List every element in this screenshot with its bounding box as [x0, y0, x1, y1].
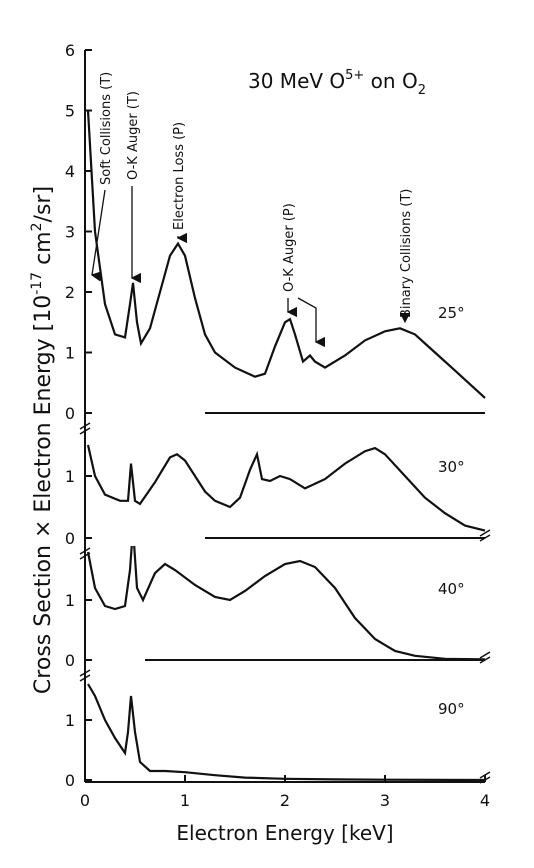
annotation: Soft Collisions (T) [99, 72, 114, 185]
arrow [297, 297, 326, 348]
axis-break [479, 651, 491, 664]
line-series [86, 110, 486, 399]
y-tick-label: 1 [65, 467, 75, 486]
annotations: Soft Collisions (T) O-K Auger (T) Electr… [90, 72, 414, 348]
arrow [90, 189, 106, 282]
x-tick-label: 1 [180, 791, 190, 810]
y-tick-label: 3 [65, 223, 75, 242]
x-axis-title: Electron Energy [keV] [176, 821, 393, 845]
y-tick-label: 2 [65, 283, 75, 302]
y-axis-title: Cross Section × Electron Energy [10-17 c… [29, 186, 56, 694]
panel-label: 25° [438, 304, 465, 322]
y-tick-label: 4 [65, 162, 75, 181]
y-tick-label: 6 [65, 41, 75, 60]
panel-label: 30° [438, 458, 465, 476]
line-series [86, 546, 486, 661]
y-tick-label: 0 [65, 529, 75, 548]
x-tick-label: 4 [480, 791, 490, 810]
y-tick-label: 5 [65, 102, 75, 121]
axis-break [79, 422, 91, 435]
y-tick-label: 0 [65, 771, 75, 790]
y-tick-label: 0 [65, 404, 75, 423]
panel-label: 40° [438, 580, 465, 598]
y-tick-label: 1 [65, 711, 75, 730]
y-tick-label: 1 [65, 591, 75, 610]
line-series [86, 444, 486, 532]
chart-title: 30 MeV O5+ on O2 [248, 68, 426, 98]
y-tick-label: 0 [65, 651, 75, 670]
y-tick-label: 1 [65, 344, 75, 363]
x-tick-label: 2 [280, 791, 290, 810]
annotation: Electron Loss (P) [172, 122, 187, 230]
axis-break [79, 669, 91, 682]
x-tick-label: 0 [80, 791, 90, 810]
annotation: O-K Auger (T) [126, 91, 141, 180]
x-tick-label: 3 [380, 791, 390, 810]
axis-break [479, 529, 491, 542]
panel-label: 90° [438, 700, 465, 718]
annotation: Binary Collisions (T) [399, 189, 414, 318]
line-series [87, 683, 486, 782]
annotation: O-K Auger (P) [282, 203, 297, 292]
